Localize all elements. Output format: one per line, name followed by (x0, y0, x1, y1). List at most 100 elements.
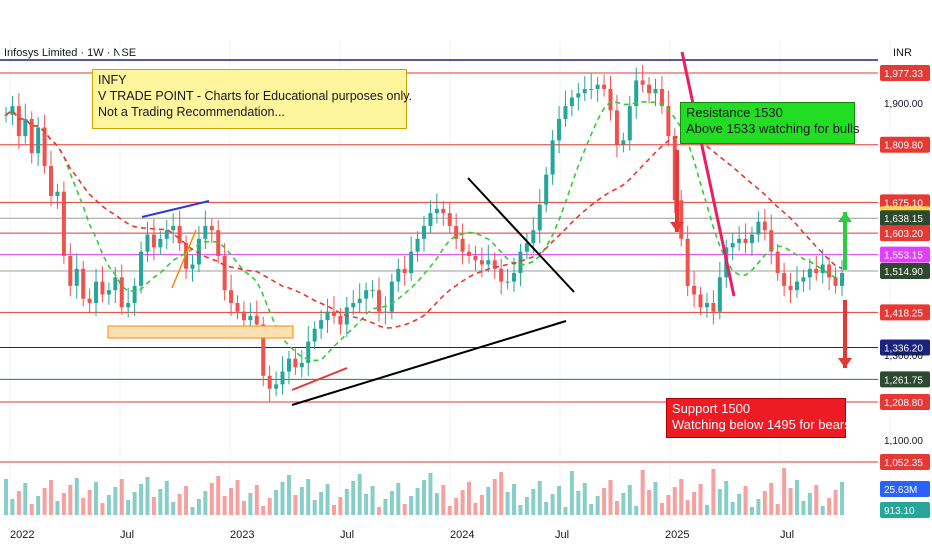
candle-body (55, 191, 60, 197)
volume-bar (164, 481, 169, 515)
volume-bar (306, 479, 311, 515)
candle-body (338, 315, 343, 325)
candle-body (659, 88, 664, 107)
note-line: Not a Trading Recommendation... (98, 105, 285, 119)
volume-bar (126, 500, 131, 515)
support-note[interactable]: Support 1500 Watching below 1495 for bea… (666, 398, 851, 438)
candle-body (61, 191, 66, 256)
volume-bar (376, 507, 381, 515)
candle-body (698, 294, 703, 308)
y-tick-label: 1,900.00 (884, 99, 923, 110)
note-line: INFY (98, 73, 127, 87)
resistance-note[interactable]: Resistance 1530 Above 1533 watching for … (680, 102, 859, 144)
price-label-text: 1,553.15 (884, 251, 923, 262)
candle-body (402, 268, 407, 274)
candle-body (87, 298, 92, 304)
ma-fast-line (5, 100, 842, 362)
volume-bar (666, 495, 671, 515)
candle-body (42, 127, 47, 167)
candle-body (807, 268, 812, 278)
volume-bar (171, 502, 176, 515)
candle-body (29, 118, 34, 154)
candle-body (171, 225, 176, 231)
volume-bar (370, 486, 375, 515)
volume-bar (557, 486, 562, 515)
price-label-bg (880, 65, 930, 81)
volume-bar (100, 503, 105, 515)
volume-bar (640, 470, 645, 515)
volume-bar (16, 491, 21, 515)
resistance-trendline (467, 177, 575, 293)
candle-body (68, 255, 73, 286)
candle-body (145, 234, 150, 252)
price-label-bg (880, 136, 930, 153)
volume-bar (113, 487, 118, 515)
candle-body (203, 225, 208, 239)
candle-body (486, 260, 491, 265)
candle-body (730, 243, 735, 248)
volume-bar (467, 482, 472, 515)
candle-body (36, 127, 41, 154)
price-label-bg (880, 502, 930, 518)
volume-bar (119, 479, 124, 515)
infy-disclaimer-note[interactable]: INFY V TRADE POINT - Charts for Educatio… (92, 69, 412, 129)
volume-bar (486, 487, 491, 515)
volume-bar (229, 488, 234, 515)
volume-bar (338, 497, 343, 515)
candle-body (479, 260, 484, 265)
candle-body (460, 238, 465, 252)
volume-bar (608, 480, 613, 515)
volume-bar (698, 484, 703, 515)
price-label-bg (880, 225, 930, 242)
price-label-text: 1,052.35 (884, 458, 923, 469)
volume-bar (833, 490, 838, 515)
candle-body (376, 290, 381, 312)
candle-body (737, 238, 742, 244)
candle-body (441, 208, 446, 214)
volume-bar (621, 493, 626, 515)
volume-bars (4, 468, 844, 515)
candle-body (409, 251, 414, 274)
candle-body (473, 255, 478, 261)
candle-body (595, 84, 600, 89)
volume-bar (312, 500, 317, 515)
volume-bar (692, 492, 697, 515)
candle-body (569, 97, 574, 107)
time-axis: 2022 Jul 2023 Jul 2024 Jul 2025 Jul (10, 529, 794, 541)
currency-label: INR (893, 47, 912, 59)
volume-bar (653, 482, 658, 515)
candle-body (711, 303, 716, 312)
candle-body (679, 200, 684, 239)
volume-bar (743, 486, 748, 515)
volume-bar (647, 490, 652, 515)
price-label-text: 1,261.75 (884, 375, 923, 386)
volume-bar (222, 496, 227, 515)
candle-body (672, 136, 677, 201)
volume-bar (23, 483, 28, 515)
note-line: Support 1500 (672, 401, 751, 416)
candle-body (775, 251, 780, 274)
candle-body (306, 341, 311, 363)
candle-body (499, 268, 504, 282)
volume-bar (550, 494, 555, 515)
volume-bar (685, 500, 690, 515)
volume-bar (280, 482, 285, 515)
volume-bar (634, 506, 639, 515)
volume-bar (563, 507, 568, 515)
volume-bar (68, 485, 73, 515)
candle-body (608, 88, 613, 111)
candle-body (351, 303, 356, 308)
flag-line (171, 229, 197, 289)
support-trendline (291, 320, 567, 406)
volume-bar (762, 491, 767, 515)
volume-bar (286, 475, 291, 515)
candle-body (216, 230, 221, 256)
volume-bar (319, 492, 324, 515)
volume-bar (94, 482, 99, 515)
candle-body (537, 204, 542, 231)
price-label-text: 1,208.80 (884, 398, 923, 409)
up-arrow-head (838, 212, 852, 222)
candle-body (589, 88, 594, 90)
price-label: 1,638.15 (880, 210, 930, 227)
candle-body (717, 277, 722, 312)
